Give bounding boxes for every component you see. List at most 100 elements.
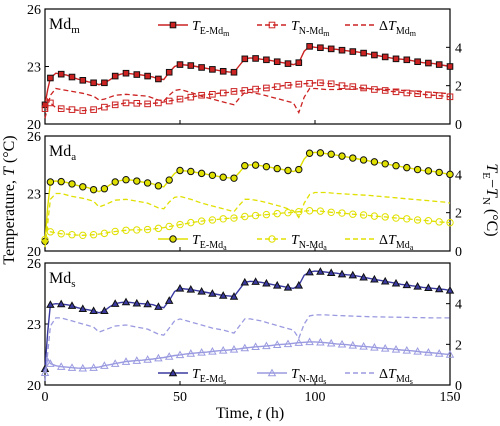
legend-marker	[169, 235, 177, 243]
data-point	[122, 99, 130, 107]
data-point	[391, 344, 401, 353]
legend-marker	[267, 368, 277, 377]
data-point	[56, 299, 66, 308]
data-point	[208, 171, 217, 179]
x-tick-label: 100	[305, 390, 326, 405]
data-point	[327, 150, 335, 158]
data-point	[111, 72, 119, 80]
data-point	[89, 185, 98, 194]
data-point	[359, 341, 368, 350]
y-left-tick-label: 26	[27, 257, 41, 272]
data-point	[434, 349, 444, 357]
data-point	[133, 71, 141, 78]
data-point	[349, 154, 357, 162]
legend-item: TE-Mda	[158, 233, 227, 252]
data-point	[284, 81, 292, 89]
data-point	[295, 80, 303, 88]
data-point	[241, 55, 249, 63]
data-point	[435, 61, 443, 68]
data-point	[175, 350, 185, 359]
data-point	[338, 209, 346, 217]
data-point	[381, 213, 389, 221]
data-point	[403, 56, 411, 64]
series-T_E-Mdm	[41, 43, 454, 109]
data-point	[370, 212, 379, 220]
series-line	[44, 87, 451, 119]
data-point	[143, 355, 152, 363]
data-point	[165, 176, 173, 184]
data-point	[90, 106, 97, 113]
series-T_N-Mdm	[41, 79, 454, 114]
data-point	[89, 306, 98, 315]
data-point	[197, 348, 206, 356]
data-point	[230, 174, 238, 182]
data-point	[446, 218, 454, 227]
data-point	[208, 347, 217, 355]
legend-marker	[169, 21, 177, 29]
legend-marker	[268, 21, 276, 29]
data-point	[283, 282, 293, 291]
data-point	[219, 67, 227, 75]
data-point	[381, 160, 389, 168]
x-tick-label: 0	[42, 390, 49, 405]
data-point	[208, 216, 217, 224]
data-point	[111, 227, 119, 236]
data-point	[284, 166, 292, 175]
y-left-tick-label: 23	[27, 61, 41, 76]
data-point	[164, 352, 174, 360]
data-point	[424, 283, 433, 292]
data-point	[218, 291, 228, 299]
data-point	[165, 222, 173, 231]
data-point	[155, 75, 162, 83]
data-point	[349, 83, 357, 90]
data-point	[101, 79, 108, 87]
legend-label: TN-Mdm	[291, 19, 330, 38]
chart-panel-m: 20 23 26 0 2 4 Mdm TE-Mdm TN-Mdm ΔTMdm	[27, 3, 462, 133]
data-point	[143, 179, 152, 187]
data-point	[337, 339, 347, 348]
data-point	[101, 103, 108, 111]
series-T_E-Mda	[41, 149, 454, 246]
data-point	[78, 304, 88, 312]
data-point	[219, 173, 227, 181]
legend-item: ΔTMdm	[345, 19, 417, 38]
data-point	[68, 106, 76, 113]
data-point	[446, 170, 454, 179]
data-point	[370, 158, 379, 166]
data-point	[316, 337, 325, 346]
data-point	[262, 278, 271, 287]
data-point	[144, 72, 151, 80]
data-point	[305, 149, 314, 157]
data-point	[143, 225, 152, 234]
y-right-axis-title: TE−TN (°C)	[480, 163, 500, 236]
data-point	[327, 208, 335, 216]
legend-label: ΔTMdm	[379, 19, 417, 38]
data-point	[89, 363, 98, 371]
data-point	[424, 348, 433, 356]
data-point	[110, 299, 120, 307]
y-left-tick-label: 20	[27, 379, 41, 394]
data-point	[57, 70, 65, 78]
data-point	[413, 347, 422, 355]
data-point	[187, 218, 195, 227]
legend-label: TN-Mda	[291, 233, 327, 252]
data-point	[219, 89, 227, 97]
legend-label: ΔTMds	[379, 367, 413, 386]
data-point	[380, 276, 390, 285]
data-point	[392, 88, 400, 96]
data-point	[317, 44, 324, 52]
data-point	[176, 95, 184, 103]
y-left-tick-label: 23	[27, 188, 41, 203]
data-point	[144, 100, 151, 108]
data-point	[79, 107, 87, 114]
data-point	[424, 167, 433, 175]
data-point	[68, 231, 76, 239]
series-T_N-Mds	[40, 337, 455, 377]
legend-label: ΔTMda	[379, 233, 414, 252]
data-point	[445, 350, 455, 358]
data-point	[327, 80, 335, 88]
data-point	[100, 361, 109, 369]
data-point	[391, 278, 401, 287]
data-point	[230, 88, 238, 95]
